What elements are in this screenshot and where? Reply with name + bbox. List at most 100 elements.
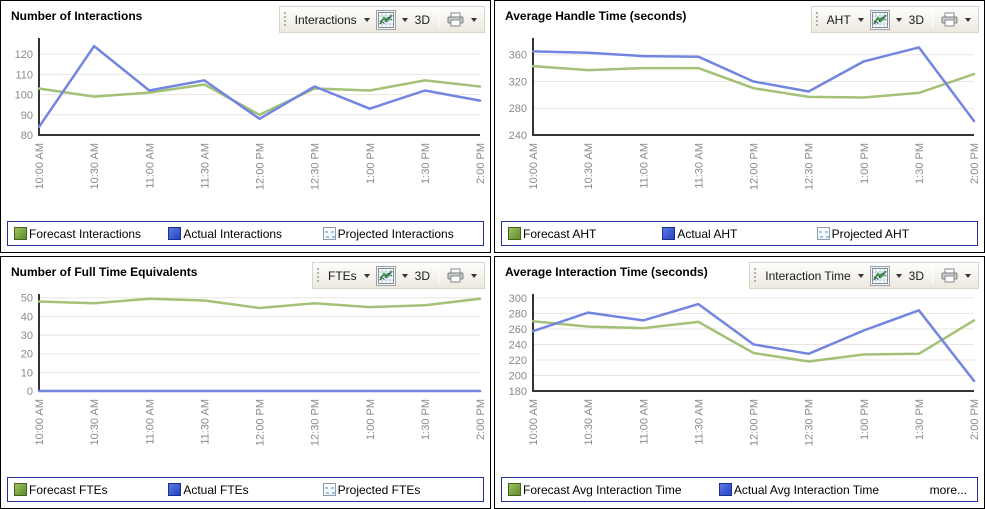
svg-text:11:30 AM: 11:30 AM [199,143,211,189]
chart-type-button[interactable] [869,265,890,286]
svg-text:1:30 PM: 1:30 PM [914,143,926,184]
page-title: Average Interaction Time (seconds) [505,265,708,279]
svg-text:320: 320 [509,76,527,88]
legend-entry: Projected FTEs [322,483,477,497]
chevron-down-icon[interactable] [401,17,408,22]
svg-text:300: 300 [509,293,527,305]
chevron-down-icon[interactable] [857,273,864,278]
svg-text:280: 280 [509,103,527,115]
legend-label: Actual Avg Interaction Time [733,482,880,497]
svg-text:12:00 PM: 12:00 PM [255,399,267,446]
svg-text:11:00 AM: 11:00 AM [144,399,156,445]
printer-icon[interactable] [940,12,959,27]
chart-type-button[interactable] [375,9,396,30]
svg-text:10: 10 [21,367,33,379]
svg-text:220: 220 [509,355,527,367]
printer-icon[interactable] [446,12,465,27]
chart-toolbar: Interaction Time 3D [749,262,979,289]
chevron-down-icon[interactable] [895,273,902,278]
svg-text:1:30 PM: 1:30 PM [914,399,926,440]
line-chart: 0 10 20 30 40 50 10:00 AM 10:30 AM 11:00 AM 11:30… [21,293,487,446]
chevron-down-icon[interactable] [857,17,864,22]
chevron-down-icon[interactable] [895,17,902,22]
chart-type-button[interactable] [375,265,396,286]
chevron-down-icon[interactable] [965,17,971,22]
panel-average-handle-time: Average Handle Time (seconds) AHT 3D [494,0,985,253]
legend-label: Forecast AHT [523,226,597,241]
page-title: Average Handle Time (seconds) [505,9,687,23]
metric-dropdown[interactable]: FTEs [327,268,357,283]
svg-text:30: 30 [21,330,33,342]
green-series-swatch-icon [14,483,27,496]
legend-entry: Actual Interactions [168,227,322,241]
svg-text:10:30 AM: 10:30 AM [89,399,101,445]
svg-text:90: 90 [21,110,33,122]
svg-text:240: 240 [509,130,527,142]
chevron-down-icon[interactable] [471,273,477,278]
printer-icon[interactable] [940,268,959,283]
svg-text:11:00 AM: 11:00 AM [638,143,650,189]
blue-series-swatch-icon [718,483,732,496]
toolbar-separator [438,10,439,29]
svg-text:360: 360 [509,50,527,62]
svg-text:80: 80 [21,130,33,142]
projected-series-swatch-icon [816,227,830,240]
chevron-down-icon[interactable] [471,17,477,22]
line-chart: 80 90 100 110 120 10:00 AM 10:30 AM 11:00 AM 11:… [15,38,487,190]
svg-text:11:30 AM: 11:30 AM [693,143,705,189]
3d-toggle-button[interactable]: 3D [414,268,430,283]
legend-entry: Forecast FTEs [14,483,168,497]
svg-text:11:30 AM: 11:30 AM [199,399,211,445]
svg-text:10:30 AM: 10:30 AM [583,399,595,445]
projected-series-swatch-icon [322,227,336,240]
3d-toggle-button[interactable]: 3D [908,268,924,283]
chart-legend: Forecast FTEs Actual FTEs Projected FTEs [7,477,484,502]
chart-type-button[interactable] [869,9,890,30]
svg-text:10:30 AM: 10:30 AM [89,143,101,189]
metric-dropdown[interactable]: Interaction Time [765,268,851,283]
panel-number-of-interactions: Number of Interactions Interactions 3D [0,0,491,253]
chevron-down-icon[interactable] [401,273,408,278]
metric-dropdown[interactable]: AHT [826,12,851,27]
legend-label: Actual Interactions [183,226,283,241]
printer-icon[interactable] [446,268,465,283]
chart-toolbar: Interactions 3D [278,6,485,33]
legend-entry: Forecast AHT [508,227,662,241]
toolbar-grip-handle[interactable] [315,267,320,284]
line-chart-icon [377,11,394,28]
more-link[interactable]: more... [929,482,967,497]
panel-average-interaction-time: Average Interaction Time (seconds) Inter… [494,256,985,509]
toolbar-grip-handle[interactable] [753,267,758,284]
legend-entry: Forecast Avg Interaction Time [508,483,719,497]
svg-text:2:00 PM: 2:00 PM [969,399,981,440]
metric-dropdown[interactable]: Interactions [294,12,357,27]
svg-text:10:00 AM: 10:00 AM [34,399,46,445]
svg-text:200: 200 [509,370,527,382]
legend-entry: Forecast Interactions [14,227,168,241]
chevron-down-icon[interactable] [965,273,971,278]
chevron-down-icon[interactable] [363,273,370,278]
green-series-swatch-icon [508,227,521,240]
blue-series-swatch-icon [168,483,182,496]
chevron-down-icon[interactable] [363,17,370,22]
toolbar-separator [932,266,933,285]
toolbar-grip-handle[interactable] [814,11,819,28]
svg-text:2:00 PM: 2:00 PM [475,399,487,440]
toolbar-grip-handle[interactable] [282,11,287,28]
svg-text:11:30 AM: 11:30 AM [693,399,705,445]
svg-text:100: 100 [15,90,33,102]
legend-label: Actual FTEs [183,482,249,497]
svg-text:110: 110 [15,69,33,81]
chart-legend: Forecast AHT Actual AHT Projected AHT [501,221,978,246]
3d-toggle-button[interactable]: 3D [414,12,430,27]
3d-toggle-button[interactable]: 3D [908,12,924,27]
legend-label: Actual AHT [677,226,738,241]
chart-legend: Forecast Interactions Actual Interactions… [7,221,484,246]
svg-text:50: 50 [21,293,33,305]
page-title: Number of Interactions [11,9,143,23]
line-chart: 240 280 320 360 10:00 AM 10:30 AM 11:00 AM 11:3… [509,38,981,190]
svg-text:10:30 AM: 10:30 AM [583,143,595,189]
svg-text:12:00 PM: 12:00 PM [749,399,761,446]
chart-legend: Forecast Avg Interaction Time Actual Avg … [501,477,978,502]
svg-text:10:00 AM: 10:00 AM [34,143,46,189]
